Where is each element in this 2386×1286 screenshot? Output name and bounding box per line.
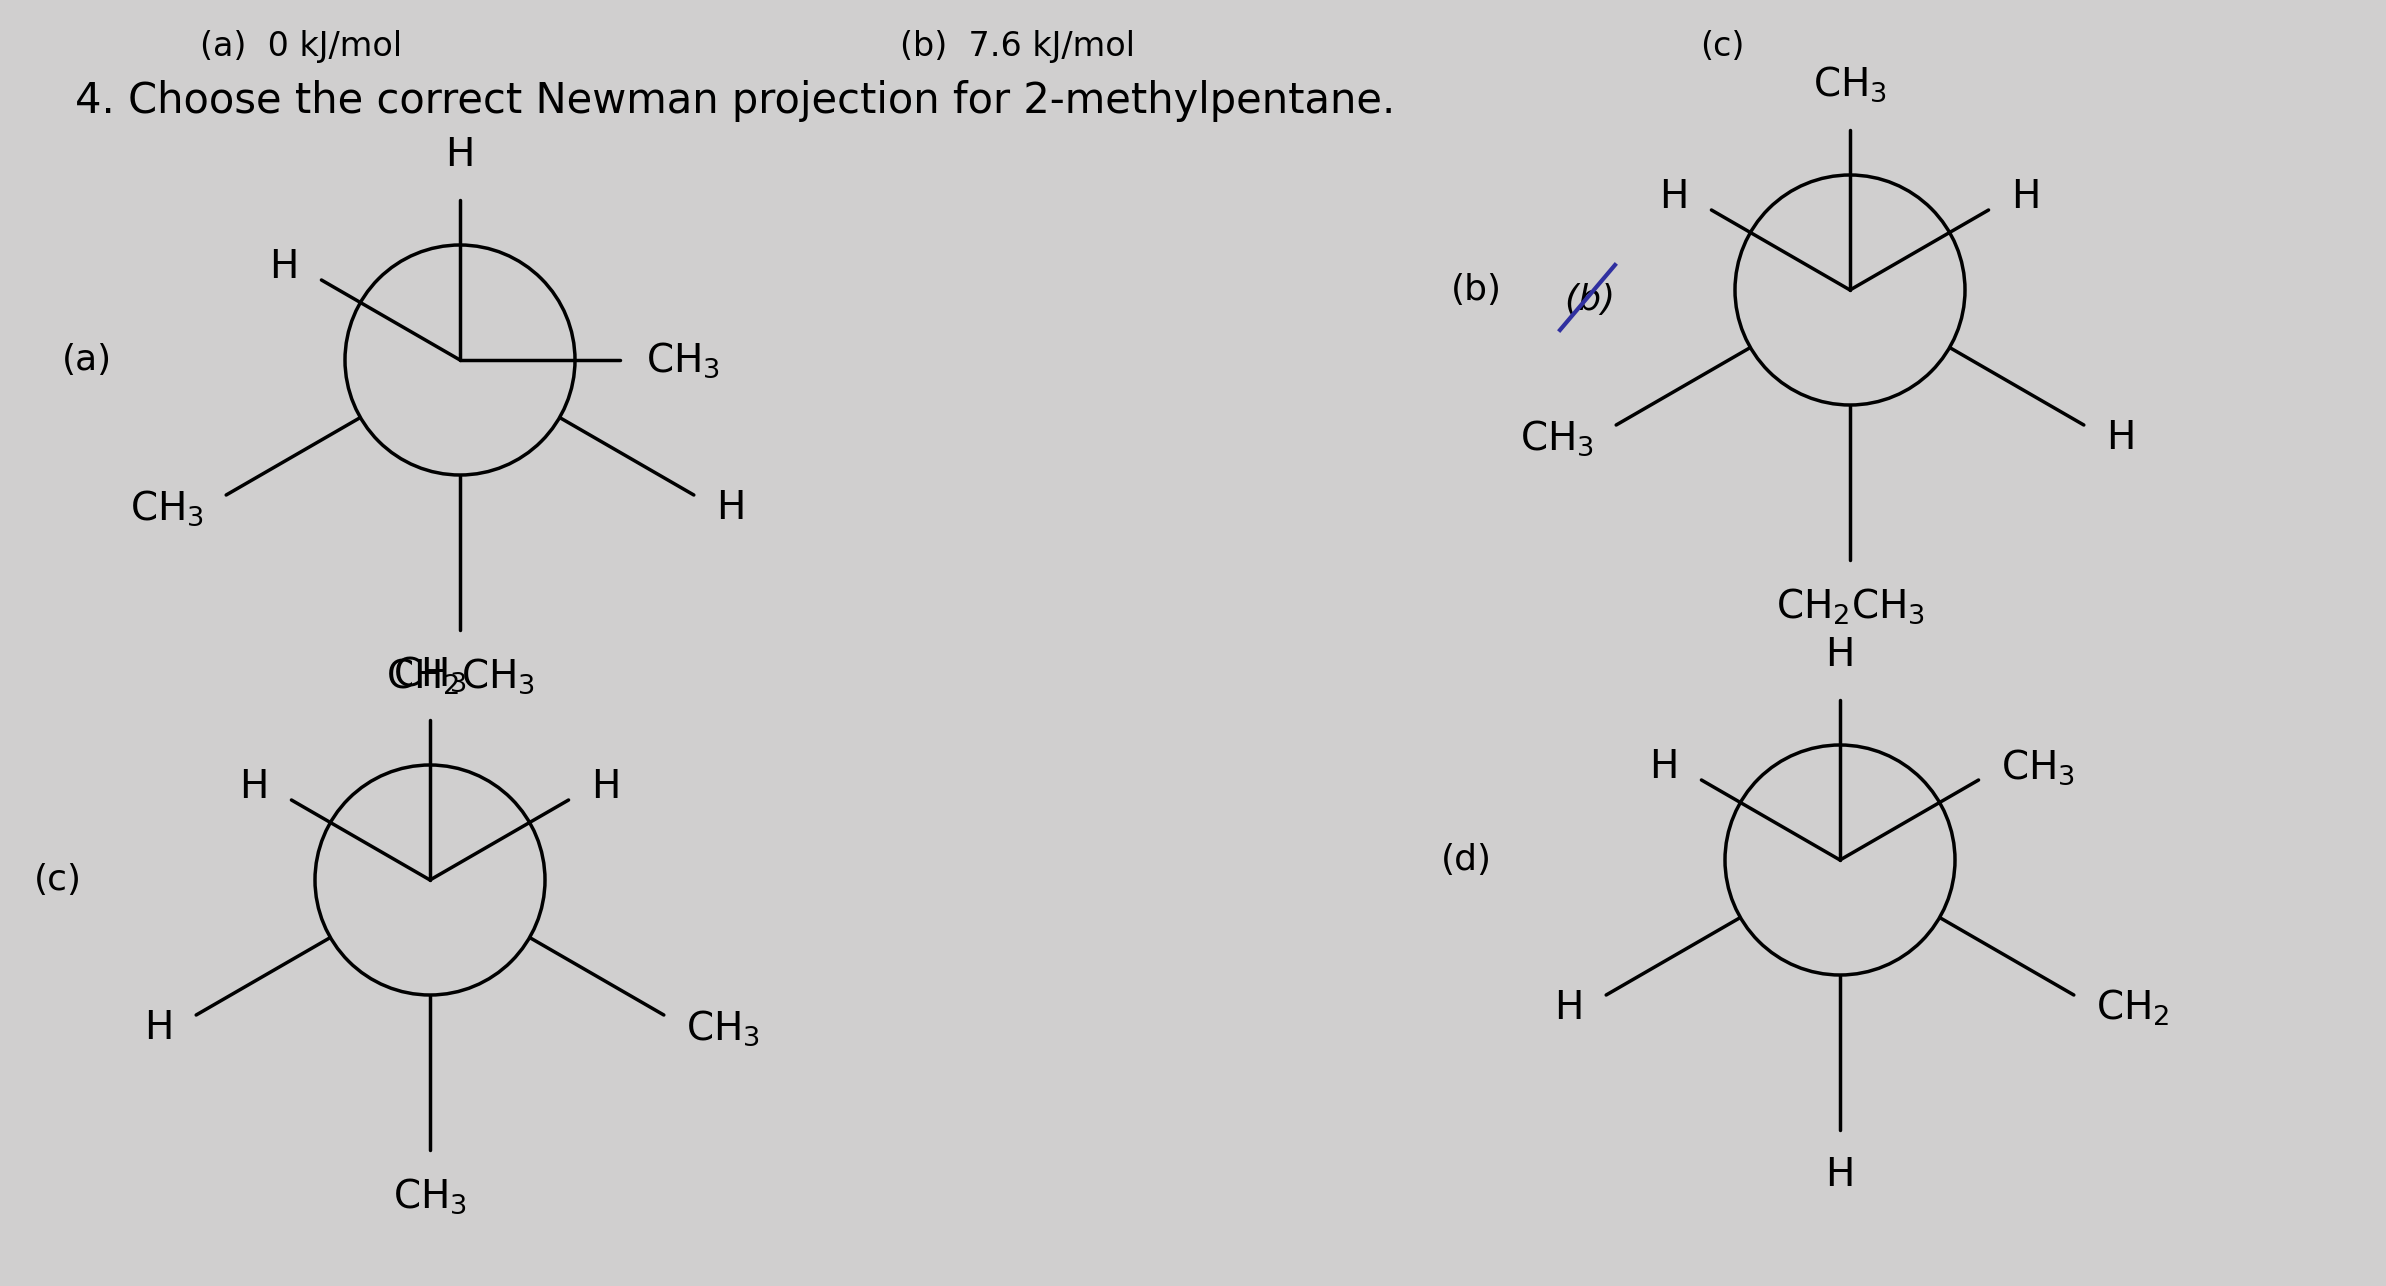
Circle shape [1735, 175, 1966, 405]
Circle shape [315, 765, 544, 995]
Text: CH$_2$CH$_3$: CH$_2$CH$_3$ [1775, 586, 1926, 625]
Text: (b)  7.6 kJ/mol: (b) 7.6 kJ/mol [900, 30, 1136, 63]
Text: CH$_3$: CH$_3$ [2002, 747, 2076, 787]
Text: H: H [270, 248, 298, 285]
Text: CH$_3$: CH$_3$ [394, 655, 468, 694]
Text: CH$_3$: CH$_3$ [394, 1175, 468, 1215]
Text: H: H [2011, 177, 2040, 216]
Text: H: H [1825, 1156, 1854, 1193]
Text: H: H [716, 489, 747, 527]
Text: H: H [2107, 419, 2135, 457]
Text: (c): (c) [33, 863, 81, 898]
Text: H: H [143, 1010, 174, 1047]
Text: 4. Choose the correct Newman projection for 2-methylpentane.: 4. Choose the correct Newman projection … [74, 80, 1396, 122]
Text: CH$_3$: CH$_3$ [129, 489, 203, 527]
Text: CH$_3$: CH$_3$ [1520, 418, 1594, 458]
Text: (c): (c) [1699, 30, 1744, 63]
Text: H: H [446, 136, 475, 174]
Text: CH$_2$: CH$_2$ [2097, 988, 2169, 1028]
Text: H: H [592, 768, 620, 806]
Text: CH$_3$: CH$_3$ [1813, 64, 1887, 104]
Text: (a): (a) [62, 343, 112, 377]
Text: H: H [1649, 748, 1680, 786]
Text: (b): (b) [1565, 283, 1615, 318]
Text: CH$_3$: CH$_3$ [687, 1008, 761, 1048]
Text: H: H [239, 768, 270, 806]
Text: H: H [1553, 989, 1584, 1028]
Text: (b): (b) [1451, 273, 1503, 307]
Text: CH$_2$CH$_3$: CH$_2$CH$_3$ [387, 656, 534, 696]
Text: CH$_3$: CH$_3$ [647, 341, 721, 379]
Circle shape [346, 246, 575, 475]
Circle shape [1725, 745, 1954, 975]
Text: (d): (d) [1441, 844, 1491, 877]
Text: H: H [1661, 177, 1689, 216]
Text: H: H [1825, 637, 1854, 674]
Text: (a)  0 kJ/mol: (a) 0 kJ/mol [200, 30, 403, 63]
